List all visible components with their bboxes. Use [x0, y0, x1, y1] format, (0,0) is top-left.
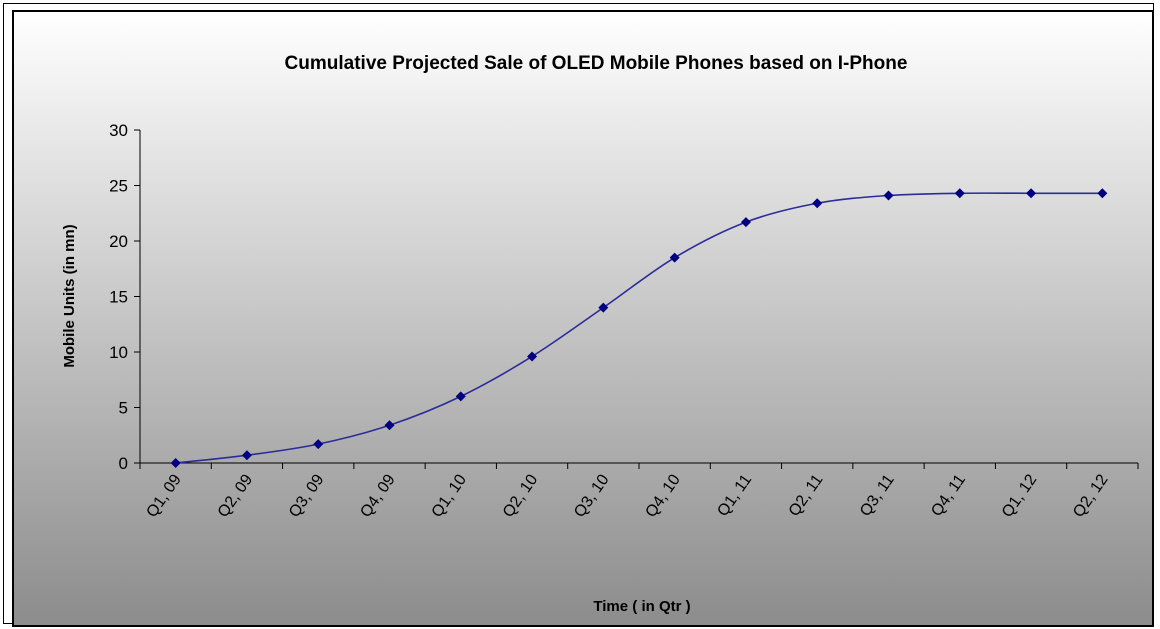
data-point — [669, 252, 680, 263]
y-tick-label: 10 — [109, 343, 128, 362]
y-tick-label: 5 — [119, 399, 128, 418]
line-chart: Cumulative Projected Sale of OLED Mobile… — [14, 12, 1152, 625]
chart-area: Cumulative Projected Sale of OLED Mobile… — [12, 10, 1154, 627]
data-point — [812, 198, 823, 209]
data-point — [598, 302, 609, 313]
chart-outer-frame: Cumulative Projected Sale of OLED Mobile… — [3, 3, 1154, 627]
data-point — [740, 217, 751, 228]
chart-title: Cumulative Projected Sale of OLED Mobile… — [285, 53, 908, 74]
data-point — [170, 458, 181, 468]
series-layer — [170, 188, 1108, 468]
data-point — [954, 188, 965, 199]
y-tick-label: 15 — [109, 288, 128, 307]
y-ticks: 0 5 10 15 20 25 30 — [109, 121, 140, 473]
data-point — [455, 391, 466, 402]
data-point — [883, 190, 894, 201]
y-tick-label: 25 — [109, 177, 128, 196]
data-point — [384, 420, 395, 431]
y-tick-label: 20 — [109, 232, 128, 251]
series-line — [175, 192, 1103, 464]
y-tick-label: 30 — [109, 121, 128, 140]
x-axis-label: Time ( in Qtr ) — [593, 598, 690, 615]
chart-background — [14, 12, 1152, 625]
y-tick-label: 0 — [119, 454, 128, 473]
data-point — [1026, 188, 1037, 199]
plot-area — [140, 130, 1138, 463]
data-point — [313, 439, 324, 450]
data-point — [527, 351, 538, 362]
y-axis-label: Mobile Units (in mn) — [61, 224, 78, 367]
data-point — [241, 450, 252, 461]
data-point — [1097, 188, 1108, 199]
